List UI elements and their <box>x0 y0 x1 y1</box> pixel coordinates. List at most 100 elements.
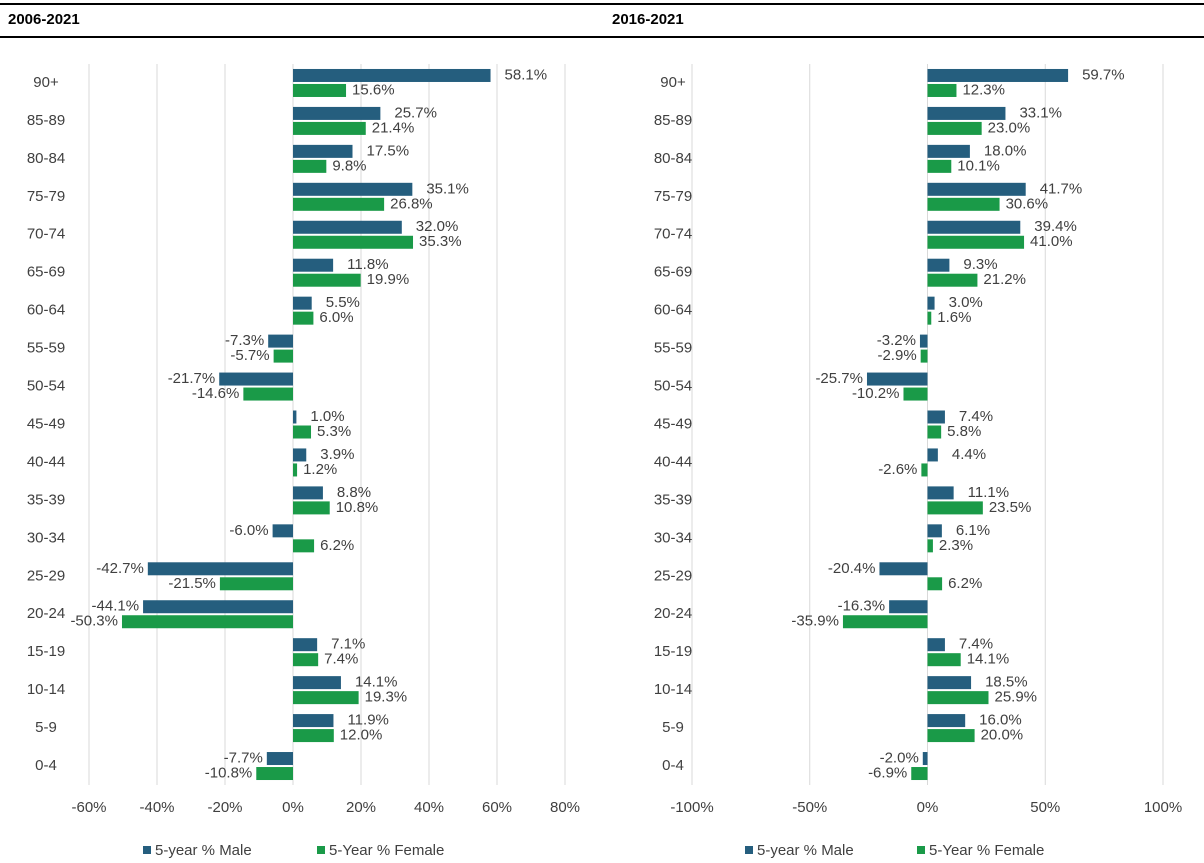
bar <box>879 562 928 576</box>
bar <box>927 220 1021 234</box>
category-label: 10-14 <box>27 681 65 698</box>
x-tick-label: 100% <box>1144 799 1182 816</box>
data-label: 41.7% <box>1040 180 1083 197</box>
data-label: -14.6% <box>192 385 240 402</box>
category-label: 50-54 <box>654 378 692 395</box>
bar <box>256 767 293 781</box>
category-label: 65-69 <box>654 264 692 281</box>
bar <box>293 220 402 234</box>
bar <box>927 691 989 705</box>
data-label: 23.5% <box>989 499 1032 516</box>
data-label: 26.8% <box>390 195 433 212</box>
bar <box>889 600 928 614</box>
legend-label: 5-year % Male <box>757 842 854 859</box>
data-label: 21.4% <box>372 119 415 136</box>
bar <box>927 486 954 500</box>
bar <box>927 235 1025 249</box>
data-label: 2.3% <box>939 537 973 554</box>
bar <box>293 448 307 462</box>
bar <box>293 258 334 272</box>
bar <box>143 600 293 614</box>
data-label: 39.4% <box>1034 218 1077 235</box>
category-label: 55-59 <box>654 340 692 357</box>
category-label: 0-4 <box>662 757 684 774</box>
legend-swatch <box>143 846 151 854</box>
data-label: 32.0% <box>416 218 459 235</box>
chart-title: 2006-2021 <box>8 11 80 28</box>
bar <box>293 714 334 728</box>
bar <box>219 372 293 386</box>
bar <box>293 653 319 667</box>
x-tick-label: 20% <box>346 799 376 816</box>
category-label: 40-44 <box>654 453 692 470</box>
legend-label: 5-Year % Female <box>929 842 1044 859</box>
bar <box>293 144 353 158</box>
bar <box>927 68 1069 82</box>
chart-title: 2016-2021 <box>612 11 684 28</box>
data-label: 41.0% <box>1030 233 1073 250</box>
data-label: 6.1% <box>956 522 990 539</box>
bar <box>293 273 361 287</box>
bar <box>927 273 978 287</box>
data-label: 11.9% <box>347 712 388 729</box>
category-label: 30-34 <box>27 529 65 546</box>
category-label: 80-84 <box>654 150 692 167</box>
data-label: 25.7% <box>394 104 437 121</box>
data-label: -6.9% <box>868 764 907 781</box>
bar <box>293 539 315 553</box>
bar <box>919 334 928 348</box>
x-tick-label: -60% <box>71 799 106 816</box>
data-label: 9.8% <box>332 157 366 174</box>
bar <box>927 638 945 652</box>
data-label: 1.2% <box>303 461 337 478</box>
bar <box>911 767 928 781</box>
category-label: 20-24 <box>27 605 65 622</box>
category-label: 90+ <box>660 74 686 91</box>
data-label: 7.4% <box>959 408 993 425</box>
bar <box>272 524 293 538</box>
x-tick-label: 0% <box>917 799 939 816</box>
bar <box>927 539 933 553</box>
bar <box>293 197 385 211</box>
bar <box>219 577 293 591</box>
x-tick-label: -20% <box>207 799 242 816</box>
bar <box>293 463 298 477</box>
bar <box>921 463 928 477</box>
bar <box>927 653 961 667</box>
data-label: 30.6% <box>1006 195 1049 212</box>
data-label: 7.1% <box>331 636 365 653</box>
data-label: 7.4% <box>959 636 993 653</box>
category-label: 25-29 <box>27 567 65 584</box>
data-label: 6.2% <box>948 575 982 592</box>
bar <box>273 349 293 363</box>
category-label: 35-39 <box>654 491 692 508</box>
bar <box>927 729 975 743</box>
bar <box>927 524 942 538</box>
bar <box>927 501 983 515</box>
bar <box>266 752 293 766</box>
bar <box>243 387 293 401</box>
category-label: 55-59 <box>27 340 65 357</box>
legend-label: 5-year % Male <box>155 842 252 859</box>
data-label: 19.3% <box>365 689 408 706</box>
data-label: -2.9% <box>877 347 916 364</box>
bar <box>293 691 359 705</box>
category-label: 60-64 <box>654 302 692 319</box>
data-label: 25.9% <box>994 689 1037 706</box>
category-label: 40-44 <box>27 453 65 470</box>
data-label: -10.2% <box>852 385 900 402</box>
category-label: 10-14 <box>654 681 692 698</box>
bar <box>927 448 938 462</box>
bar <box>927 106 1006 120</box>
bar <box>927 144 970 158</box>
data-label: 10.1% <box>957 157 1000 174</box>
bar <box>927 410 945 424</box>
data-label: -3.2% <box>877 332 916 349</box>
data-label: -2.6% <box>878 461 917 478</box>
data-label: 7.4% <box>324 651 358 668</box>
data-label: 1.0% <box>310 408 344 425</box>
bar <box>293 410 297 424</box>
data-label: 11.1% <box>968 484 1009 501</box>
bar <box>927 577 943 591</box>
